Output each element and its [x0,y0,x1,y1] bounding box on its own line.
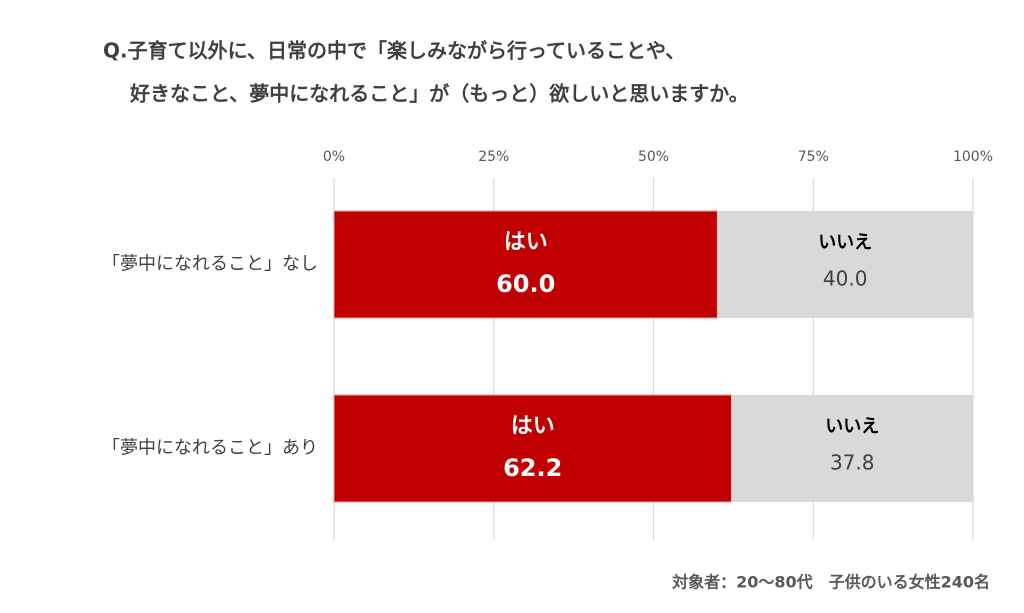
x-tick-label: 50% [638,149,669,165]
data-label: 37.8 [830,451,875,475]
x-tick-label: 75% [798,149,829,165]
bar-segment [731,395,973,502]
y-tick-label: 「夢中になれること」あり [102,438,318,459]
data-label: 62.2 [503,454,562,482]
x-tick-label: 25% [478,149,509,165]
bar-segment [333,394,732,503]
chart-title-line: Q.子育て以外に、日常の中で「楽しみながら行っていることや、 [103,39,685,63]
segment-name: はい [504,230,548,255]
y-tick-label: 「夢中になれること」なし [102,254,318,275]
bar-segment [717,211,973,318]
footnote: 対象者：20～80代 子供のいる女性240名 [671,573,990,592]
data-label: 60.0 [496,270,555,298]
segment-name: いいえ [825,416,879,437]
segment-name: はい [511,414,555,439]
data-label: 40.0 [823,267,868,291]
segment-name: いいえ [818,232,872,253]
bar-segment [333,210,718,319]
chart-title-line: 好きなこと、夢中になれること」が（もっと）欲しいと思いますか。 [129,82,749,106]
x-tick-label: 100% [953,149,993,165]
x-tick-label: 0% [323,149,345,165]
